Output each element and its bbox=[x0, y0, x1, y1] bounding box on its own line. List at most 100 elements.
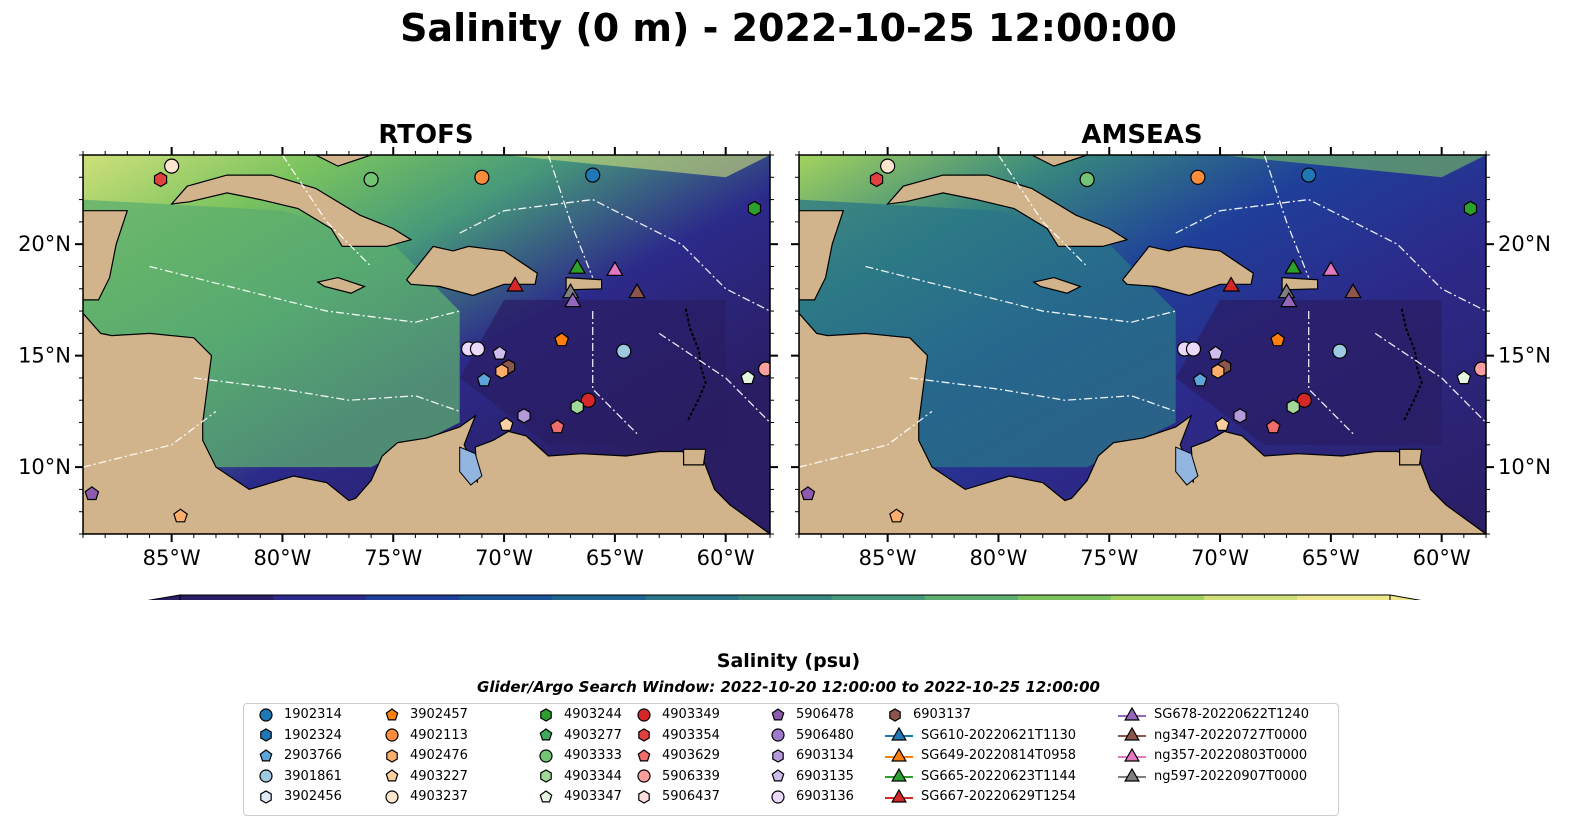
legend-label: 2903766 bbox=[284, 748, 342, 763]
map-marker-6903135 bbox=[492, 345, 508, 360]
land-mass bbox=[1032, 276, 1082, 294]
legend-marker-icon bbox=[259, 748, 273, 761]
legend-hexagon-icon bbox=[540, 769, 552, 783]
lon-tick-label: 80°W bbox=[253, 546, 311, 570]
lon-tick-label: 85°W bbox=[143, 546, 201, 570]
legend-item: 6903136 bbox=[768, 787, 854, 807]
legend-item: 3902457 bbox=[382, 705, 468, 725]
legend-marker-icon bbox=[885, 788, 913, 803]
map-marker-4903227 bbox=[498, 417, 514, 431]
legend-item: 5906339 bbox=[634, 767, 720, 787]
legend-hexagon-icon bbox=[772, 748, 784, 763]
map-marker-sg66720220629t1254 bbox=[1222, 276, 1240, 292]
map-marker-6903136b bbox=[1185, 341, 1202, 357]
legend-hexagon-icon bbox=[260, 728, 272, 742]
legend-label: 5906480 bbox=[796, 727, 854, 743]
legend-label: 4903347 bbox=[564, 789, 622, 804]
legend-triangle-icon bbox=[891, 747, 907, 762]
map-marker-4903349 bbox=[580, 392, 596, 408]
legend-triangle-icon bbox=[1124, 726, 1140, 741]
map-marker-4902113 bbox=[1190, 169, 1206, 185]
lat-tick-label: 20°N bbox=[18, 232, 71, 256]
map-marker-4903244 bbox=[747, 200, 762, 217]
map-marker-4903344 bbox=[1286, 399, 1300, 415]
map-panel-rtofs: 85°W 80°W 75°W 70°W 65°W 60°W 20°N 15°N 10°N bbox=[18, 147, 778, 570]
legend-circle-icon bbox=[771, 789, 785, 804]
legend-pentagon-icon bbox=[771, 769, 785, 782]
legend-item: 4903347 bbox=[536, 787, 622, 807]
legend-marker-icon bbox=[771, 707, 785, 720]
legend-item: 1902314 bbox=[256, 705, 342, 725]
map-marker-4903347 bbox=[1456, 370, 1472, 385]
map-marker-ng34720220727t0000 bbox=[628, 283, 646, 299]
map-marker-4903227b bbox=[173, 508, 188, 523]
lon-tick-label: 65°W bbox=[586, 546, 644, 570]
marker-legend: 1902314 1902324 2903766 3901861 3902456 39024… bbox=[243, 703, 1339, 816]
map-marker-4903237 bbox=[164, 158, 180, 174]
legend-marker-icon bbox=[540, 707, 552, 722]
map-marker-6903134 bbox=[1233, 408, 1247, 424]
legend-label: 4903244 bbox=[564, 707, 622, 722]
map-marker-ng35720220803t0000 bbox=[606, 260, 624, 276]
land-mass bbox=[1031, 155, 1088, 167]
legend-marker-icon bbox=[637, 769, 651, 783]
lat-tick-label: 15°N bbox=[1498, 344, 1551, 368]
map-marker-sg66520220623t1144 bbox=[568, 258, 587, 274]
map-marker-6903134 bbox=[517, 408, 531, 424]
land-mass bbox=[1399, 448, 1423, 466]
legend-circle-icon bbox=[637, 707, 651, 722]
legend-item: 4902476 bbox=[382, 746, 468, 766]
legend-triangle-icon bbox=[891, 767, 907, 782]
legend-circle-icon bbox=[259, 769, 273, 783]
land-mass bbox=[799, 155, 845, 301]
legend-label: 4902476 bbox=[410, 748, 468, 763]
legend-item: 3901861 bbox=[256, 767, 342, 787]
map-marker-4903354 bbox=[869, 171, 884, 188]
legend-pentagon-icon bbox=[539, 728, 553, 741]
map-marker-ng35720220803t0000 bbox=[1322, 260, 1340, 276]
legend-pentagon-icon bbox=[539, 789, 553, 802]
legend-item: 3902456 bbox=[256, 787, 342, 807]
land-mass bbox=[315, 155, 372, 167]
lon-tick-label: 75°W bbox=[1080, 546, 1138, 570]
panel-title-rtofs: RTOFS bbox=[378, 120, 474, 150]
map-marker-sg66720220629t1254 bbox=[506, 276, 524, 292]
land-mass bbox=[83, 155, 129, 301]
legend-item: SG665-20220623T1144 bbox=[885, 767, 1076, 787]
legend-label: 3901861 bbox=[284, 768, 342, 784]
legend-marker-icon bbox=[637, 748, 651, 761]
legend-hexagon-icon bbox=[260, 789, 272, 804]
legend-marker-icon bbox=[638, 789, 650, 804]
map-marker-4902476 bbox=[1211, 363, 1225, 379]
legend-item: 4903354 bbox=[634, 726, 720, 746]
map-marker-5906478 bbox=[84, 486, 100, 501]
legend-label: 4903333 bbox=[564, 748, 622, 763]
legend-item: 5906437 bbox=[634, 787, 720, 807]
legend-marker-icon bbox=[385, 769, 399, 782]
legend-item: 4903244 bbox=[536, 705, 622, 725]
map-marker-4903347 bbox=[740, 370, 756, 385]
land-mass bbox=[83, 312, 770, 534]
legend-marker-icon bbox=[885, 726, 913, 741]
map-marker-3901861 bbox=[616, 343, 632, 359]
panel-title-amseas: AMSEAS bbox=[1081, 120, 1203, 150]
legend-marker-icon bbox=[638, 728, 650, 742]
legend-label: SG667-20220629T1254 bbox=[921, 789, 1077, 804]
legend-label: SG678-20220622T1240 bbox=[1154, 707, 1310, 722]
legend-pentagon-icon bbox=[259, 748, 273, 761]
legend-circle-icon bbox=[259, 707, 273, 722]
map-marker-5906339 bbox=[757, 361, 770, 377]
legend-pentagon-icon bbox=[771, 707, 785, 720]
legend-item: 6903135 bbox=[768, 767, 854, 787]
legend-label: 6903136 bbox=[796, 789, 854, 804]
legend-label: 4903277 bbox=[564, 727, 622, 743]
legend-item: 4902113 bbox=[382, 726, 468, 746]
map-marker-4903354 bbox=[153, 171, 168, 188]
legend-item: 4903344 bbox=[536, 767, 622, 787]
legend-item: 5906480 bbox=[768, 726, 854, 746]
legend-item: SG649-20220814T0958 bbox=[885, 746, 1076, 766]
legend-marker-icon bbox=[259, 769, 273, 783]
legend-marker-icon bbox=[771, 769, 785, 782]
land-mass bbox=[170, 174, 413, 247]
map-marker-3901861 bbox=[1332, 343, 1348, 359]
